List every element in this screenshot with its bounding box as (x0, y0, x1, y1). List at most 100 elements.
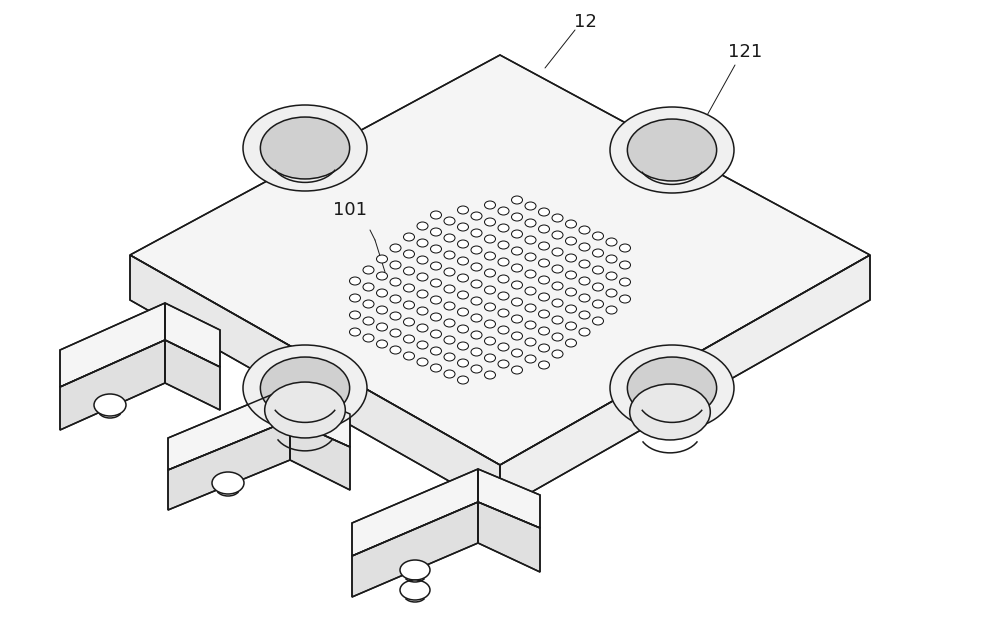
Ellipse shape (471, 229, 482, 237)
Ellipse shape (430, 262, 442, 270)
Ellipse shape (243, 105, 367, 191)
Ellipse shape (525, 321, 536, 329)
Polygon shape (290, 387, 350, 447)
Ellipse shape (579, 311, 590, 319)
Ellipse shape (400, 580, 430, 600)
Ellipse shape (498, 258, 509, 266)
Ellipse shape (538, 276, 550, 284)
Ellipse shape (552, 248, 563, 256)
Ellipse shape (458, 359, 468, 367)
Ellipse shape (538, 259, 550, 267)
Ellipse shape (471, 297, 482, 305)
Ellipse shape (592, 266, 604, 274)
Ellipse shape (525, 287, 536, 295)
Polygon shape (130, 55, 870, 465)
Ellipse shape (630, 384, 710, 440)
Ellipse shape (566, 339, 576, 347)
Ellipse shape (498, 241, 509, 249)
Ellipse shape (350, 328, 360, 336)
Ellipse shape (350, 277, 360, 285)
Ellipse shape (552, 333, 563, 341)
Ellipse shape (430, 211, 442, 219)
Ellipse shape (430, 347, 442, 355)
Ellipse shape (512, 247, 522, 255)
Ellipse shape (458, 342, 468, 350)
Ellipse shape (484, 252, 496, 260)
Ellipse shape (471, 212, 482, 220)
Ellipse shape (363, 317, 374, 325)
Ellipse shape (444, 268, 455, 276)
Ellipse shape (417, 307, 428, 315)
Ellipse shape (444, 251, 455, 259)
Ellipse shape (498, 326, 509, 334)
Ellipse shape (363, 266, 374, 274)
Polygon shape (168, 387, 290, 470)
Ellipse shape (458, 257, 468, 265)
Ellipse shape (390, 312, 401, 320)
Ellipse shape (390, 261, 401, 269)
Text: 101: 101 (333, 201, 367, 219)
Ellipse shape (471, 280, 482, 288)
Ellipse shape (430, 330, 442, 338)
Ellipse shape (350, 294, 360, 302)
Ellipse shape (592, 300, 604, 308)
Ellipse shape (606, 306, 617, 314)
Ellipse shape (592, 283, 604, 291)
Ellipse shape (400, 560, 430, 580)
Ellipse shape (579, 226, 590, 234)
Ellipse shape (404, 284, 415, 292)
Ellipse shape (610, 107, 734, 193)
Ellipse shape (94, 394, 126, 416)
Ellipse shape (430, 279, 442, 287)
Polygon shape (165, 303, 220, 367)
Ellipse shape (525, 355, 536, 363)
Ellipse shape (376, 272, 388, 280)
Ellipse shape (458, 291, 468, 299)
Ellipse shape (552, 299, 563, 307)
Ellipse shape (404, 335, 415, 343)
Ellipse shape (552, 214, 563, 222)
Ellipse shape (606, 272, 617, 280)
Ellipse shape (458, 223, 468, 231)
Ellipse shape (471, 263, 482, 271)
Ellipse shape (458, 274, 468, 282)
Ellipse shape (566, 288, 576, 296)
Ellipse shape (592, 317, 604, 325)
Ellipse shape (363, 334, 374, 342)
Ellipse shape (430, 296, 442, 304)
Ellipse shape (363, 300, 374, 308)
Ellipse shape (512, 298, 522, 306)
Ellipse shape (579, 328, 590, 336)
Ellipse shape (538, 293, 550, 301)
Ellipse shape (363, 283, 374, 291)
Ellipse shape (498, 292, 509, 300)
Ellipse shape (552, 316, 563, 324)
Ellipse shape (260, 117, 350, 179)
Ellipse shape (620, 261, 631, 269)
Ellipse shape (606, 255, 617, 263)
Ellipse shape (458, 376, 468, 384)
Polygon shape (168, 420, 290, 510)
Ellipse shape (538, 208, 550, 216)
Ellipse shape (404, 233, 415, 241)
Ellipse shape (592, 232, 604, 240)
Polygon shape (290, 420, 350, 490)
Ellipse shape (512, 349, 522, 357)
Ellipse shape (350, 311, 360, 319)
Ellipse shape (444, 370, 455, 378)
Polygon shape (352, 502, 478, 597)
Ellipse shape (498, 207, 509, 215)
Ellipse shape (606, 289, 617, 297)
Ellipse shape (417, 239, 428, 247)
Ellipse shape (525, 202, 536, 210)
Ellipse shape (458, 240, 468, 248)
Ellipse shape (404, 352, 415, 360)
Ellipse shape (484, 218, 496, 226)
Ellipse shape (566, 271, 576, 279)
Ellipse shape (610, 345, 734, 431)
Ellipse shape (512, 281, 522, 289)
Ellipse shape (498, 224, 509, 232)
Ellipse shape (417, 256, 428, 264)
Polygon shape (478, 469, 540, 528)
Polygon shape (500, 255, 870, 510)
